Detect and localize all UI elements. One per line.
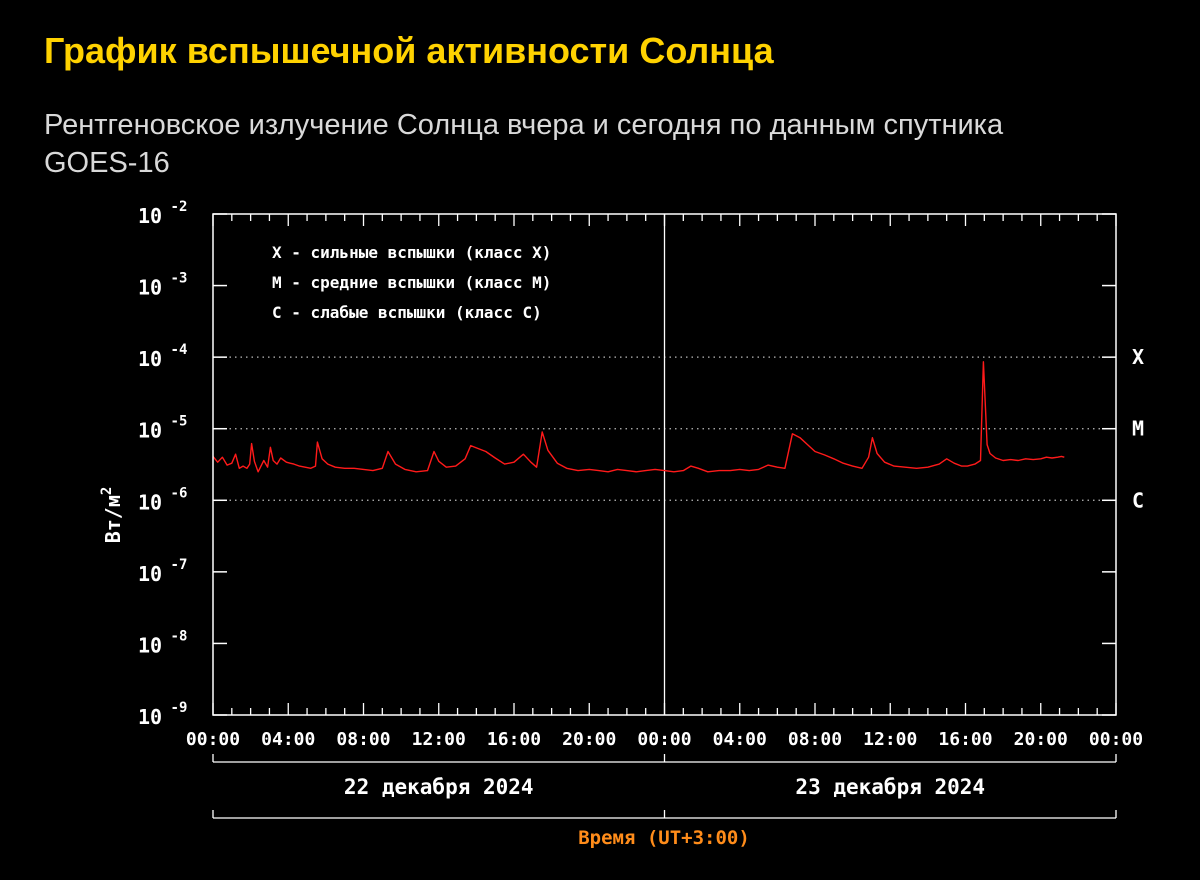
x-tick-label: 20:00 — [562, 729, 616, 750]
series-layer — [212, 361, 1065, 473]
x-tick-label: 08:00 — [336, 729, 390, 750]
x-tick-label: 16:00 — [938, 729, 992, 750]
x-tick-label: 08:00 — [788, 729, 842, 750]
y-tick-label: 10 -8 — [138, 628, 187, 657]
page-subtitle: Рентгеновское излучение Солнца вчера и с… — [44, 109, 1004, 179]
x-tick-label: 12:00 — [412, 729, 466, 750]
y-tick-label: 10 -3 — [138, 271, 187, 300]
flare-threshold-grid — [213, 214, 1116, 715]
x-tick-label: 00:00 — [637, 729, 691, 750]
flare-class-label-c: C — [1132, 488, 1144, 512]
x-tick-label: 20:00 — [1014, 729, 1068, 750]
day-labels: 22 декабря 2024 23 декабря 2024 — [212, 754, 1117, 819]
x-tick-label: 00:00 — [1089, 729, 1143, 750]
x-tick-label: 04:00 — [713, 729, 767, 750]
xray-flux-series — [212, 361, 1065, 473]
y-tick-label: 10 -6 — [138, 485, 187, 514]
page-title: График вспышечной активности Солнца — [44, 30, 774, 71]
x-tick-label: 00:00 — [186, 729, 240, 750]
y-axis-label-text: Вт/м — [101, 495, 125, 543]
y-tick-label: 10 -4 — [138, 342, 187, 371]
x-tick-label: 12:00 — [863, 729, 917, 750]
flare-class-label-x: X — [1132, 345, 1144, 369]
y-axis-label: Вт/м2 — [99, 487, 125, 544]
x-tick-label: 16:00 — [487, 729, 541, 750]
x-axis-label: Время (UT+3:00) — [578, 827, 750, 849]
legend-entry: M - средние вспышки (класс M) — [272, 273, 551, 292]
legend-entry: X - сильные вспышки (класс X) — [272, 243, 551, 262]
legend-entry: C - слабые вспышки (класс C) — [272, 303, 542, 322]
day-label: 22 декабря 2024 — [344, 775, 534, 799]
day-label: 23 декабря 2024 — [795, 775, 985, 799]
x-tick-label: 04:00 — [261, 729, 315, 750]
chart-legend: X - сильные вспышки (класс X) M - средние… — [272, 243, 551, 322]
y-tick-label: 10 -7 — [138, 557, 187, 586]
y-axis-label-sup: 2 — [99, 487, 115, 495]
axes-layer: X M C 10 -2 10 -3 10 -4 10 -5 10 -6 10 -7 10 -8 10… — [138, 199, 1144, 750]
y-tick-label: 10 -9 — [138, 700, 187, 729]
flare-class-label-m: M — [1132, 417, 1144, 441]
y-tick-label: 10 -2 — [138, 199, 187, 228]
y-tick-label: 10 -5 — [138, 414, 187, 443]
